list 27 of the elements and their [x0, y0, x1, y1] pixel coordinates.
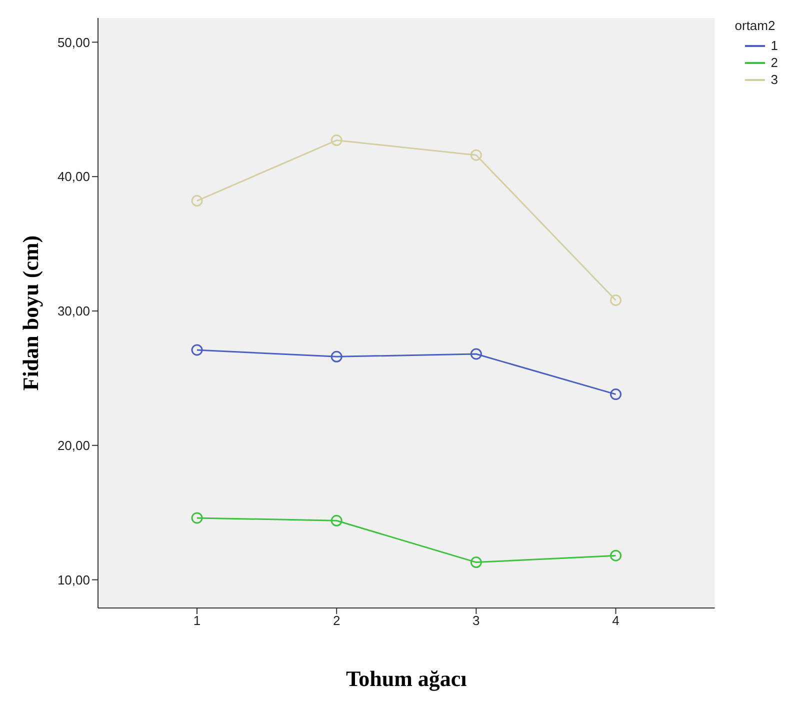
point [610, 388, 622, 400]
point [191, 512, 203, 524]
y-tick-label: 20,00 [57, 438, 90, 453]
point [330, 134, 342, 146]
x-axis-title: Tohum ağacı [346, 666, 467, 691]
x-tick-label: 2 [332, 613, 340, 628]
point [330, 350, 342, 362]
legend-label: 1 [770, 38, 778, 53]
y-tick-label: 10,00 [57, 572, 90, 588]
legend-label: 3 [770, 72, 778, 87]
y-tick-label: 40,00 [57, 169, 90, 184]
point [470, 348, 482, 360]
y-axis-title: Fidan boyu (cm) [18, 235, 43, 391]
point [470, 149, 482, 161]
y-tick-label: 30,00 [57, 304, 90, 319]
point [330, 514, 342, 526]
x-tick-label: 4 [612, 613, 620, 628]
point [470, 556, 482, 568]
y-tick-label: 50,00 [57, 34, 90, 50]
legend-label: 2 [770, 55, 778, 70]
x-tick-label: 1 [193, 613, 201, 628]
point [610, 550, 622, 562]
point [191, 195, 203, 207]
point [610, 294, 622, 306]
point [191, 344, 203, 356]
legend-title: ortam2 [734, 18, 776, 33]
x-tick-label: 3 [472, 613, 480, 628]
